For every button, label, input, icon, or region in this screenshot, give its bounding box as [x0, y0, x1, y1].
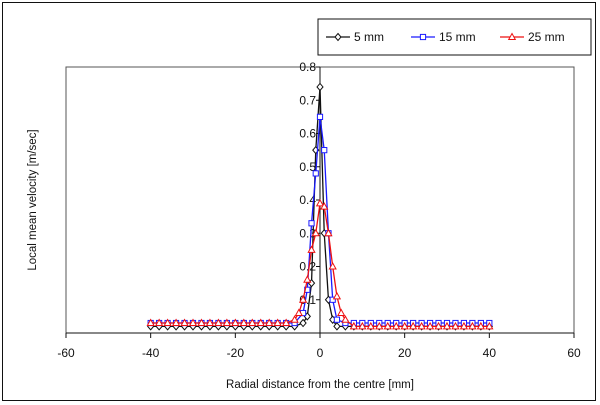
data-point-15-mm	[321, 147, 328, 154]
legend-marker	[507, 32, 517, 40]
x-tick-label: 40	[483, 346, 497, 360]
chart-frame	[2, 2, 596, 401]
data-point-25-mm	[324, 228, 333, 237]
legend-entry-25-mm: 25 mm	[500, 30, 565, 44]
data-point-25-mm	[425, 321, 435, 330]
legend-label: 15 mm	[439, 30, 476, 44]
y-tick-label: 0.4	[299, 193, 316, 207]
x-axis-label: Radial distance from the centre [mm]	[226, 379, 414, 391]
y-tick-label: 0.6	[299, 127, 316, 141]
y-tick-label: 0.8	[299, 60, 316, 74]
data-point-25-mm	[180, 318, 189, 327]
x-tick-label: 20	[398, 346, 412, 360]
data-point-25-mm	[214, 318, 223, 327]
data-point-25-mm	[485, 321, 494, 330]
x-tick-label: 0	[317, 346, 324, 360]
y-tick-label: 0.2	[299, 260, 316, 274]
data-point-25-mm	[197, 318, 206, 327]
data-point-25-mm	[408, 321, 418, 330]
data-point-25-mm	[146, 318, 155, 327]
data-point-25-mm	[231, 318, 240, 327]
legend-entry-15-mm: 15 mm	[411, 30, 476, 44]
data-point-25-mm	[375, 321, 384, 330]
data-point-25-mm	[205, 318, 215, 327]
data-point-25-mm	[222, 318, 232, 327]
data-point-25-mm	[171, 318, 181, 327]
data-point-25-mm	[256, 318, 265, 327]
data-point-25-mm	[188, 318, 198, 327]
data-point-25-mm	[163, 318, 172, 327]
data-point-25-mm	[451, 321, 460, 330]
data-point-5-mm	[299, 318, 307, 328]
data-point-25-mm	[239, 318, 248, 327]
y-tick-label: 0.3	[299, 226, 316, 240]
data-point-25-mm	[392, 321, 401, 330]
data-point-25-mm	[459, 321, 469, 330]
legend-entry-5-mm: 5 mm	[326, 30, 384, 44]
data-point-5-mm	[333, 322, 341, 331]
data-point-25-mm	[341, 315, 350, 323]
data-point-25-mm	[303, 275, 312, 283]
data-point-15-mm	[333, 316, 341, 323]
x-tick-label: 60	[567, 346, 581, 360]
legend-label: 25 mm	[528, 30, 565, 44]
data-point-5-mm	[316, 82, 324, 92]
legend-label: 5 mm	[354, 30, 384, 44]
data-point-25-mm	[400, 321, 409, 330]
data-point-25-mm	[337, 308, 346, 317]
x-tick-label: -20	[227, 346, 245, 360]
data-point-25-mm	[248, 318, 257, 327]
data-point-25-mm	[417, 321, 426, 330]
data-point-25-mm	[332, 291, 342, 300]
data-point-25-mm	[383, 321, 392, 330]
y-tick-label: 0.5	[299, 160, 316, 174]
data-point-25-mm	[358, 321, 367, 330]
data-point-25-mm	[273, 318, 282, 327]
series-layer	[146, 82, 494, 331]
data-point-25-mm	[154, 318, 164, 327]
legend: 5 mm 15 mm 25 mm	[317, 18, 592, 56]
x-tick-label: -60	[57, 346, 75, 360]
data-point-25-mm	[265, 318, 274, 327]
data-point-25-mm	[366, 321, 375, 330]
y-tick-label: 0.7	[299, 93, 316, 107]
data-point-25-mm	[476, 321, 486, 330]
data-point-15-mm	[329, 296, 336, 303]
data-point-25-mm	[307, 245, 316, 253]
legend-marker	[419, 33, 427, 41]
data-point-25-mm	[298, 295, 308, 303]
data-point-25-mm	[349, 321, 359, 330]
data-point-15-mm	[312, 170, 319, 177]
x-tick-label: -40	[142, 346, 160, 360]
data-point-25-mm	[311, 228, 320, 237]
data-point-25-mm	[328, 261, 337, 270]
data-point-25-mm	[281, 318, 291, 327]
legend-marker	[334, 32, 342, 42]
legend-box	[317, 18, 592, 56]
data-point-25-mm	[315, 198, 325, 207]
data-point-25-mm	[442, 321, 452, 330]
data-point-15-mm	[308, 220, 315, 227]
data-point-25-mm	[468, 321, 477, 330]
y-axis-label: Local mean velocity [m/sec]	[27, 129, 39, 270]
data-point-25-mm	[290, 315, 299, 323]
data-point-15-mm	[316, 113, 324, 120]
data-point-25-mm	[320, 202, 329, 210]
series-25-mm	[146, 198, 494, 330]
data-point-25-mm	[434, 321, 443, 330]
data-point-25-mm	[294, 308, 303, 317]
axes: -60 -40 -20 0 20 40 600.10.20.30.40.50.60.70.8	[57, 60, 581, 360]
